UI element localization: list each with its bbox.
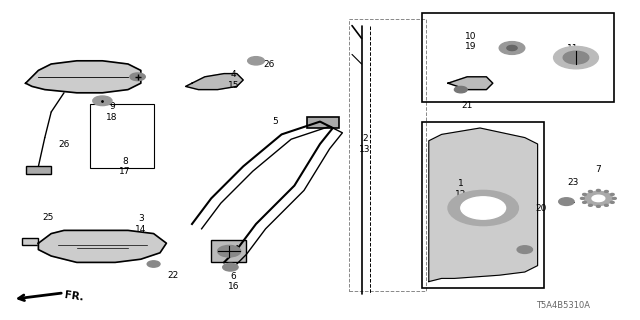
- Bar: [307, 117, 339, 128]
- Text: 5: 5: [273, 117, 278, 126]
- Circle shape: [461, 197, 506, 219]
- Circle shape: [507, 45, 517, 51]
- Circle shape: [248, 57, 264, 65]
- Circle shape: [223, 263, 238, 271]
- Bar: [22, 238, 38, 245]
- Circle shape: [596, 205, 600, 207]
- Text: 23: 23: [567, 178, 579, 187]
- Circle shape: [147, 261, 160, 267]
- Circle shape: [589, 204, 593, 206]
- Circle shape: [499, 42, 525, 54]
- Circle shape: [582, 202, 586, 204]
- Text: 7: 7: [596, 165, 601, 174]
- Circle shape: [580, 197, 584, 199]
- Circle shape: [611, 202, 614, 204]
- Text: 20: 20: [535, 204, 547, 212]
- Circle shape: [589, 190, 593, 192]
- Bar: [422, 13, 614, 102]
- Text: FR.: FR.: [64, 290, 84, 303]
- Circle shape: [448, 190, 518, 226]
- Circle shape: [554, 46, 598, 69]
- Circle shape: [93, 96, 112, 106]
- Text: 8
17: 8 17: [119, 157, 131, 176]
- Polygon shape: [429, 128, 538, 282]
- Text: 26: 26: [58, 140, 70, 148]
- Bar: [90, 104, 154, 168]
- Circle shape: [454, 86, 467, 93]
- Text: 21: 21: [461, 101, 473, 110]
- Circle shape: [596, 189, 600, 191]
- Circle shape: [584, 191, 612, 205]
- Polygon shape: [38, 230, 166, 262]
- Bar: [26, 166, 51, 174]
- Text: 25: 25: [42, 213, 54, 222]
- Circle shape: [605, 190, 608, 192]
- Text: 1
12: 1 12: [455, 179, 467, 198]
- Text: T5A4B5310A: T5A4B5310A: [536, 301, 590, 310]
- Text: 2
13: 2 13: [359, 134, 371, 154]
- Polygon shape: [186, 74, 243, 90]
- Circle shape: [611, 193, 614, 195]
- Text: 10
19: 10 19: [465, 32, 476, 51]
- Text: 4
15: 4 15: [228, 70, 239, 90]
- Bar: [349, 19, 426, 291]
- Circle shape: [582, 193, 586, 195]
- Bar: [422, 122, 544, 288]
- Circle shape: [563, 51, 589, 64]
- Circle shape: [218, 245, 241, 257]
- Text: 22: 22: [167, 271, 179, 280]
- Text: 6
16: 6 16: [228, 272, 239, 291]
- Circle shape: [559, 198, 574, 205]
- Circle shape: [612, 197, 616, 199]
- Circle shape: [605, 204, 608, 206]
- Text: 11: 11: [567, 44, 579, 52]
- Text: 3
14: 3 14: [135, 214, 147, 234]
- Polygon shape: [26, 61, 141, 93]
- Circle shape: [130, 73, 145, 81]
- Circle shape: [517, 246, 532, 253]
- Text: 24: 24: [228, 245, 239, 254]
- Circle shape: [592, 195, 605, 202]
- Text: 26: 26: [263, 60, 275, 68]
- Polygon shape: [448, 77, 493, 90]
- Bar: [211, 240, 246, 262]
- Text: 9
18: 9 18: [106, 102, 118, 122]
